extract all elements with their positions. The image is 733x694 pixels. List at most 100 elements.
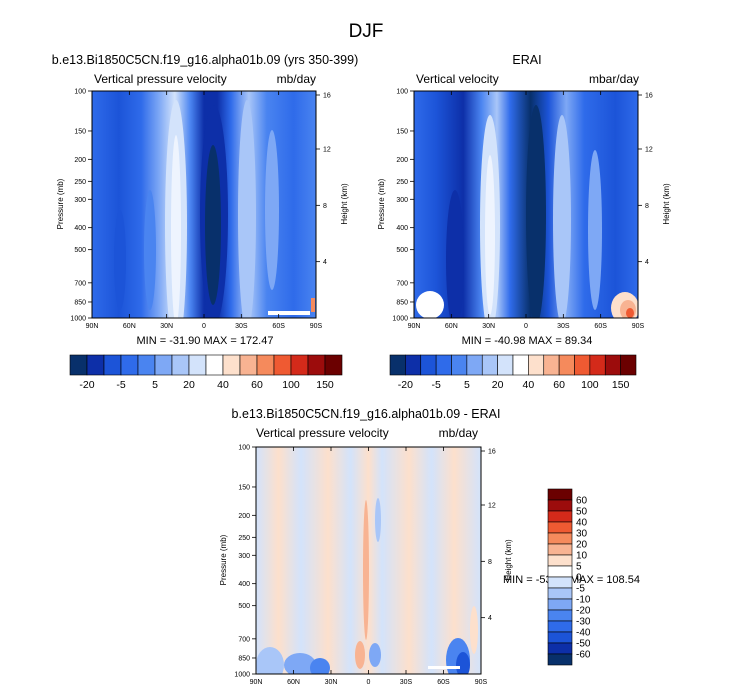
- colorbar-box: [86, 354, 105, 376]
- panel-left-label: Vertical pressure velocity: [94, 72, 227, 86]
- colorbar-box: [222, 354, 241, 376]
- heatmap-field: [92, 91, 316, 318]
- y-tick-label: 100: [238, 445, 250, 452]
- y2-axis-label: Height (km): [662, 183, 671, 225]
- colorbar-box: [324, 354, 343, 376]
- colorbar-box: [547, 631, 573, 644]
- colorbar-label: 60: [553, 379, 565, 391]
- colorbar-label: 150: [612, 379, 630, 391]
- colorbar-box: [589, 354, 606, 376]
- x-tick-label: 90N: [250, 679, 263, 686]
- colorbar-box: [188, 354, 207, 376]
- colorbar-box: [547, 642, 573, 655]
- y-tick-label: 1000: [392, 316, 408, 323]
- colorbar-label: 0: [576, 573, 582, 584]
- panel-title: b.e13.Bi1850C5CN.f19_g16.alpha01b.09 - E…: [232, 407, 501, 421]
- x-tick-label: 60S: [437, 679, 450, 686]
- x-tick-label: 30N: [160, 323, 173, 330]
- x-tick-label: 90S: [475, 679, 488, 686]
- colorbar-label: -20: [398, 379, 413, 391]
- colorbar-box: [547, 587, 573, 600]
- colorbar-box: [547, 598, 573, 611]
- colorbar-box: [239, 354, 258, 376]
- colorbar-label: -40: [576, 628, 591, 639]
- colorbar-label: 5: [464, 379, 470, 391]
- colorbar-box: [435, 354, 452, 376]
- heatmap-field: [256, 447, 481, 674]
- panel-difference: b.e13.Bi1850C5CN.f19_g16.alpha01b.09 - E…: [219, 407, 640, 686]
- colorbar-box: [256, 354, 275, 376]
- y-tick-label: 300: [74, 197, 86, 204]
- colorbar-box: [466, 354, 483, 376]
- x-tick-label: 30N: [482, 323, 495, 330]
- axis-ticks: 100 150 200 250 300 400 500 700 850 1000 16 12 8 4 90N…: [234, 445, 495, 687]
- x-tick-label: 30N: [325, 679, 338, 686]
- axis-ticks: 100 150 200 250 300 400 500 700 850 1000 16 12 8 4 90N…: [70, 89, 330, 331]
- y-tick-label: 150: [396, 128, 408, 135]
- panel-unit-label: mb/day: [439, 426, 478, 440]
- colorbar-box: [547, 609, 573, 622]
- colorbar-label: -60: [576, 650, 591, 661]
- colorbar-box: [405, 354, 422, 376]
- panel-model: b.e13.Bi1850C5CN.f19_g16.alpha01b.09 (yr…: [52, 53, 358, 391]
- colorbar-box: [543, 354, 560, 376]
- x-tick-label: 90S: [632, 323, 645, 330]
- y-tick-label: 500: [396, 247, 408, 254]
- y2-tick-label: 12: [323, 146, 331, 153]
- panel-left-label: Vertical velocity: [416, 72, 499, 86]
- main-title: DJF: [349, 21, 384, 42]
- colorbar: -20 -5 5 20 40 60 100 150: [389, 354, 637, 391]
- y2-tick-label: 8: [488, 559, 492, 566]
- x-tick-label: 60N: [123, 323, 136, 330]
- colorbar-box: [290, 354, 309, 376]
- colorbar-box: [547, 488, 573, 501]
- y2-tick-label: 16: [323, 93, 331, 100]
- colorbar-box: [547, 510, 573, 523]
- colorbar-label: 60: [576, 496, 588, 507]
- colorbar-label: -5: [576, 584, 585, 595]
- x-tick-label: 90N: [408, 323, 421, 330]
- colorbar-label: -20: [576, 606, 591, 617]
- x-tick-label: 30S: [400, 679, 413, 686]
- colorbar-box: [547, 554, 573, 567]
- panel-title: ERAI: [512, 53, 541, 67]
- colorbar-label: 20: [576, 540, 588, 551]
- colorbar-box: [547, 653, 573, 666]
- heatmap-field: [414, 91, 638, 318]
- y-tick-label: 850: [396, 299, 408, 306]
- y2-tick-label: 4: [323, 259, 327, 266]
- colorbar-label: -10: [576, 595, 591, 606]
- colorbar-label: 10: [576, 551, 588, 562]
- y-tick-label: 850: [74, 299, 86, 306]
- x-tick-label: 30S: [557, 323, 570, 330]
- panel-unit-label: mbar/day: [589, 72, 639, 86]
- colorbar-box: [547, 620, 573, 633]
- colorbar-box: [154, 354, 173, 376]
- y-tick-label: 500: [238, 603, 250, 610]
- y-tick-label: 100: [74, 89, 86, 96]
- colorbar-box: [620, 354, 637, 376]
- y-tick-label: 200: [74, 157, 86, 164]
- panel-unit-label: mb/day: [277, 72, 316, 86]
- y2-tick-label: 4: [488, 615, 492, 622]
- colorbar-box: [273, 354, 292, 376]
- y2-axis-label: Height (km): [340, 183, 349, 225]
- y-tick-label: 400: [238, 581, 250, 588]
- x-tick-label: 30S: [235, 323, 248, 330]
- y2-tick-label: 8: [645, 203, 649, 210]
- colorbar-label: 100: [282, 379, 300, 391]
- colorbar-label: -5: [431, 379, 440, 391]
- colorbar-box: [547, 565, 573, 578]
- x-tick-label: 60S: [594, 323, 607, 330]
- colorbar-label: 40: [217, 379, 229, 391]
- x-tick-label: 90N: [86, 323, 99, 330]
- y-tick-label: 300: [238, 553, 250, 560]
- colorbar-label: -50: [576, 639, 591, 650]
- y-tick-label: 150: [74, 128, 86, 135]
- colorbar-box: [69, 354, 88, 376]
- axis-ticks: 100 150 200 250 300 400 500 700 850 1000 16 12 8 4 90N…: [392, 89, 652, 331]
- y2-tick-label: 4: [645, 259, 649, 266]
- colorbar-box: [497, 354, 514, 376]
- y-tick-label: 400: [396, 225, 408, 232]
